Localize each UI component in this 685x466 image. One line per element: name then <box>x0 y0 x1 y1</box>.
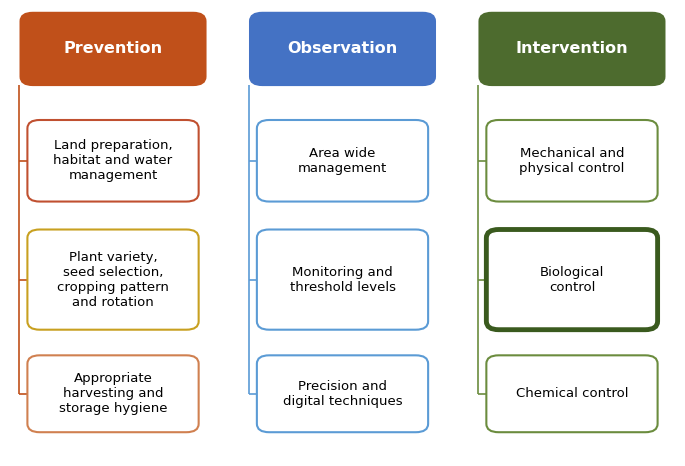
Text: Chemical control: Chemical control <box>516 387 628 400</box>
Text: Plant variety,
seed selection,
cropping pattern
and rotation: Plant variety, seed selection, cropping … <box>57 251 169 308</box>
Text: Prevention: Prevention <box>64 41 162 56</box>
FancyBboxPatch shape <box>257 355 428 432</box>
FancyBboxPatch shape <box>250 13 435 85</box>
Text: Observation: Observation <box>288 41 397 56</box>
FancyBboxPatch shape <box>479 13 664 85</box>
Text: Area wide
management: Area wide management <box>298 147 387 175</box>
Text: Monitoring and
threshold levels: Monitoring and threshold levels <box>290 266 395 294</box>
FancyBboxPatch shape <box>21 13 206 85</box>
Text: Mechanical and
physical control: Mechanical and physical control <box>519 147 625 175</box>
FancyBboxPatch shape <box>486 120 658 201</box>
Text: Appropriate
harvesting and
storage hygiene: Appropriate harvesting and storage hygie… <box>59 372 167 415</box>
FancyBboxPatch shape <box>486 229 658 330</box>
Text: Land preparation,
habitat and water
management: Land preparation, habitat and water mana… <box>53 139 173 182</box>
Text: Precision and
digital techniques: Precision and digital techniques <box>283 380 402 408</box>
FancyBboxPatch shape <box>27 120 199 201</box>
Text: Intervention: Intervention <box>516 41 628 56</box>
FancyBboxPatch shape <box>486 355 658 432</box>
Text: Biological
control: Biological control <box>540 266 604 294</box>
FancyBboxPatch shape <box>27 355 199 432</box>
FancyBboxPatch shape <box>257 229 428 330</box>
FancyBboxPatch shape <box>27 229 199 330</box>
FancyBboxPatch shape <box>257 120 428 201</box>
